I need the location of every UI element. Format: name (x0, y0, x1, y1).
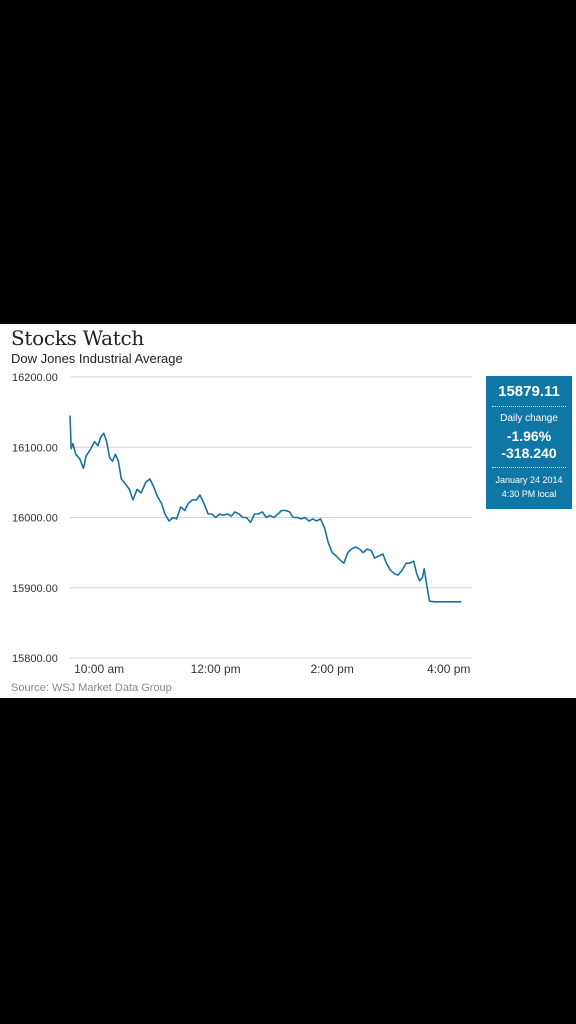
divider (492, 406, 566, 407)
daily-change-label: Daily change (500, 413, 558, 424)
x-tick-label: 4:00 pm (427, 662, 470, 676)
quote-time: 4:30 PM local (501, 489, 557, 499)
y-tick-label: 16100.00 (12, 442, 58, 454)
y-tick-label: 16000.00 (12, 513, 58, 525)
x-tick-label: 2:00 pm (310, 662, 353, 676)
chart-card: 16200.00 16100.00 16000.00 15900.00 15800.00… (0, 324, 576, 698)
y-tick-label: 16200.00 (12, 372, 58, 384)
change-percent: -1.96% (506, 428, 552, 444)
last-value: 15879.11 (498, 383, 560, 400)
chart-title: Stocks Watch (11, 326, 144, 350)
chart-subtitle: Dow Jones Industrial Average (11, 351, 183, 366)
divider (492, 467, 566, 468)
y-tick-label: 15800.00 (12, 653, 58, 665)
change-points: -318.240 (501, 445, 557, 461)
source-note: Source: WSJ Market Data Group (11, 682, 172, 694)
quote-info-box: 15879.11 Daily change -1.96% -318.240 Ja… (486, 376, 572, 509)
line-chart: 16200.00 16100.00 16000.00 15900.00 15800.00… (12, 372, 472, 676)
x-tick-label: 12:00 pm (191, 662, 241, 676)
x-tick-label: 10:00 am (74, 662, 124, 676)
y-tick-label: 15900.00 (12, 583, 58, 595)
quote-date: January 24 2014 (495, 475, 563, 485)
dow-jones-series-line (69, 415, 462, 603)
